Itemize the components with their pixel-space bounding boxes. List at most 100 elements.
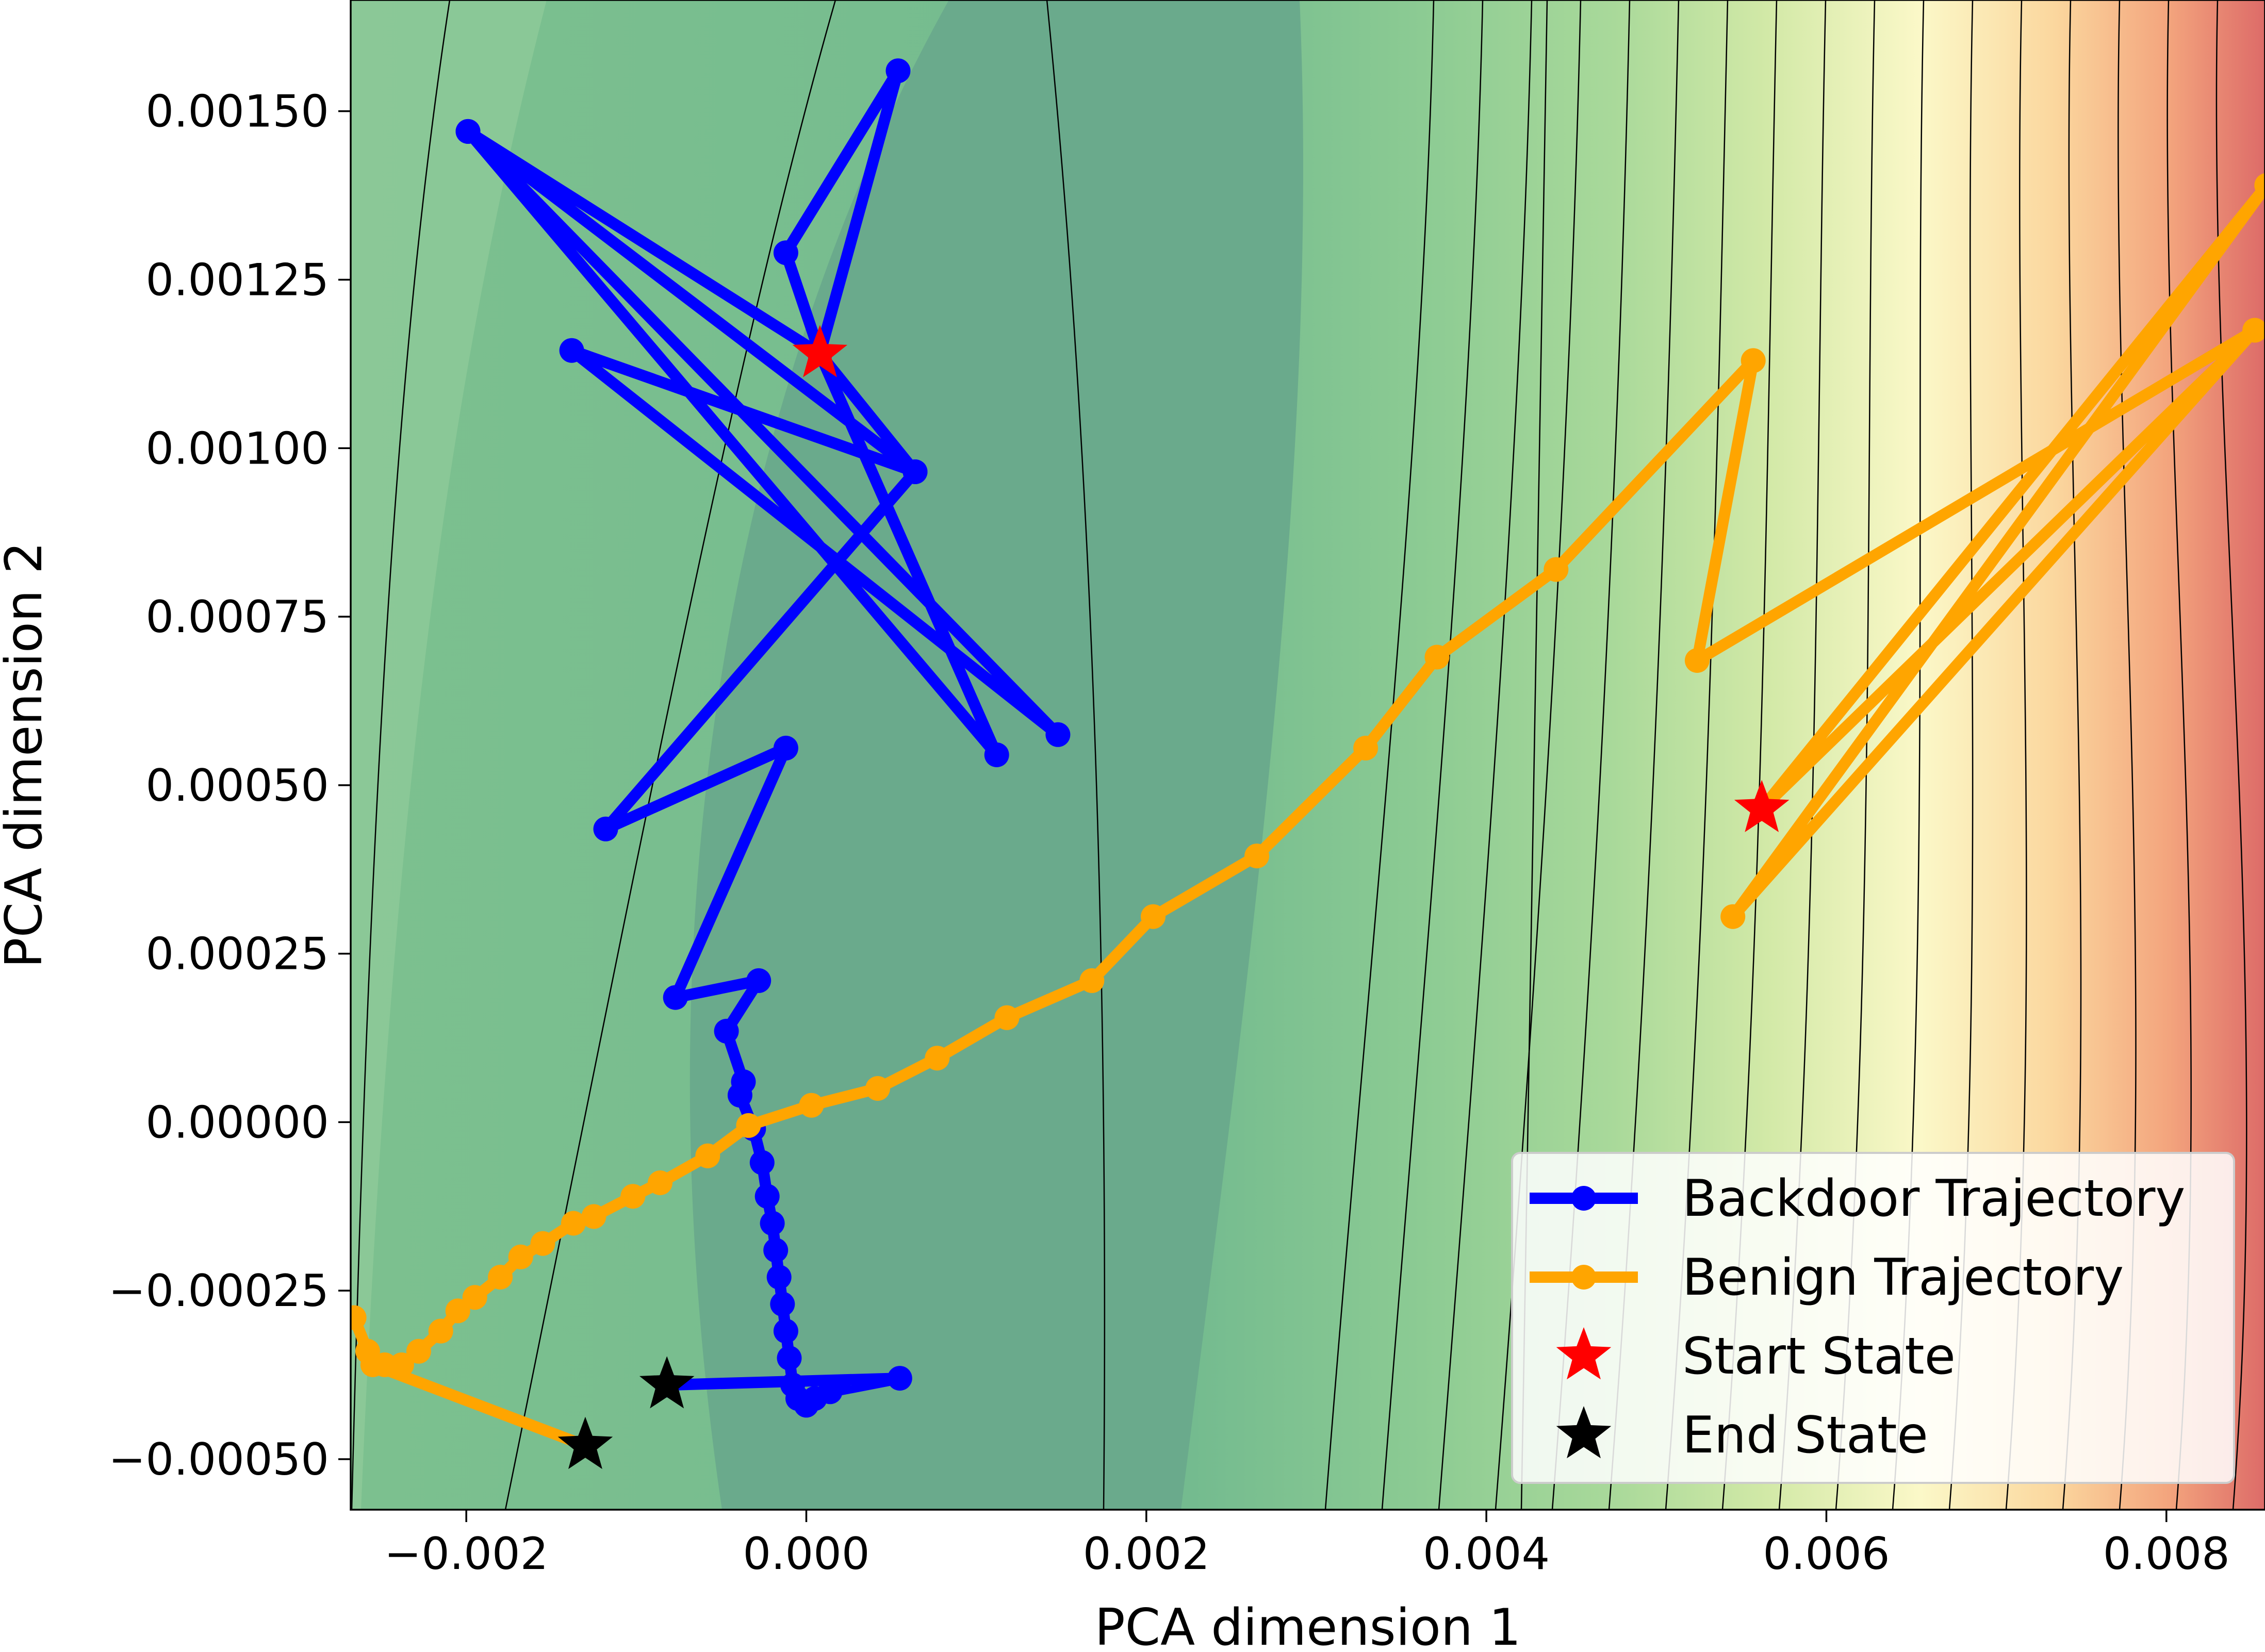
end-state-markers (557, 1356, 695, 1469)
data-point (455, 119, 481, 144)
data-point (994, 1005, 1020, 1030)
data-point (865, 1076, 890, 1101)
data-point (428, 1318, 453, 1344)
x-tick-label: 0.004 (1423, 1528, 1550, 1580)
plot-frame (350, 0, 2265, 1511)
data-point (530, 1231, 555, 1256)
data-point (1244, 844, 1270, 869)
contour-line (1438, 0, 1533, 1510)
series-benign-trajectory (351, 173, 2265, 1458)
data-point (508, 1244, 533, 1269)
data-point (695, 1143, 720, 1168)
y-tick-label: 0.00100 (145, 423, 329, 474)
data-point (593, 816, 618, 841)
legend-star (1556, 1406, 1612, 1459)
data-point (360, 1352, 385, 1377)
y-tick-label: 0.00150 (145, 86, 329, 138)
data-point (620, 1184, 646, 1209)
data-point (773, 735, 798, 761)
data-point (773, 240, 798, 266)
legend-frame (1511, 1152, 2235, 1484)
legend-item: Start State (1556, 1327, 1956, 1386)
y-axis: −0.00050 −0.00025 0.00000 0.00025 0.00050 0.0… (108, 86, 351, 1485)
y-tick-label: 0.00075 (145, 591, 329, 643)
star-marker (1734, 780, 1790, 832)
data-point (1424, 645, 1450, 670)
contour-line (1046, 0, 1106, 1510)
data-point (462, 1285, 487, 1310)
y-tick-label: 0.00025 (145, 929, 329, 980)
data-point (763, 1237, 789, 1263)
data-point (1045, 722, 1071, 747)
contour-line (351, 0, 451, 1510)
data-point (663, 985, 688, 1010)
legend-item: Benign Trajectory (1530, 1248, 2124, 1307)
x-tick-label: −0.002 (384, 1528, 548, 1580)
y-tick-label: −0.00050 (108, 1434, 329, 1485)
legend-label: Backdoor Trajectory (1682, 1169, 2185, 1228)
data-point (1079, 968, 1105, 993)
data-point (648, 1170, 672, 1195)
data-point (351, 1305, 367, 1330)
legend-item: Backdoor Trajectory (1530, 1169, 2185, 1228)
data-point (1544, 557, 1569, 582)
legend-label: Benign Trajectory (1682, 1248, 2124, 1307)
data-point (2254, 173, 2265, 198)
data-point (754, 1184, 780, 1209)
x-tick-label: 0.008 (2103, 1528, 2230, 1580)
data-point (1741, 348, 1766, 373)
star-marker (792, 325, 848, 377)
legend-circle (1571, 1186, 1596, 1211)
star-marker (639, 1356, 695, 1409)
legend-label: Start State (1682, 1327, 1956, 1386)
data-point (777, 1345, 802, 1370)
data-point (984, 742, 1009, 767)
star-marker (557, 1416, 613, 1469)
legend-item: End State (1556, 1406, 1928, 1465)
data-point (559, 338, 584, 363)
data-point (1353, 735, 1378, 761)
y-tick-label: 0.00050 (145, 760, 329, 812)
data-point (581, 1204, 606, 1229)
x-tick-label: 0.006 (1763, 1528, 1890, 1580)
data-point (389, 1352, 414, 1377)
contour-line (2215, 0, 2247, 1510)
data-point (925, 1046, 950, 1071)
data-point (2242, 318, 2265, 343)
y-tick-label: 0.00125 (145, 254, 329, 306)
contour-line (1381, 0, 1484, 1510)
data-point (749, 1150, 775, 1175)
data-point (770, 1292, 795, 1317)
data-point (885, 58, 911, 84)
data-point (773, 1318, 798, 1344)
data-point (561, 1211, 586, 1236)
data-point (746, 968, 772, 993)
y-tick-label: −0.00025 (108, 1265, 329, 1317)
data-point (760, 1211, 785, 1236)
legend: Backdoor Trajectory Benign Trajectory Star… (1511, 1152, 2235, 1484)
data-point (766, 1265, 792, 1290)
legend-circle (1571, 1265, 1596, 1290)
data-point (817, 1379, 843, 1405)
data-point (488, 1265, 513, 1290)
data-point (445, 1298, 470, 1324)
start-state-markers (792, 325, 1790, 832)
x-tick-label: 0.002 (1083, 1528, 1210, 1580)
x-tick-label: 0.000 (743, 1528, 869, 1580)
data-point (406, 1339, 431, 1364)
legend-star (1556, 1327, 1612, 1380)
data-point (1684, 648, 1710, 673)
x-axis-label: PCA dimension 1 (1095, 1598, 1521, 1652)
data-point (902, 459, 928, 484)
data-point (1720, 904, 1746, 929)
data-point (714, 1018, 739, 1044)
data-point (727, 1083, 752, 1108)
contour-line (1324, 0, 1435, 1510)
y-tick-label: 0.00000 (145, 1097, 329, 1148)
data-point (736, 1113, 761, 1138)
data-point (887, 1366, 912, 1391)
series-backdoor-trajectory (455, 58, 1071, 1418)
legend-label: End State (1682, 1406, 1928, 1465)
data-point (799, 1093, 824, 1118)
